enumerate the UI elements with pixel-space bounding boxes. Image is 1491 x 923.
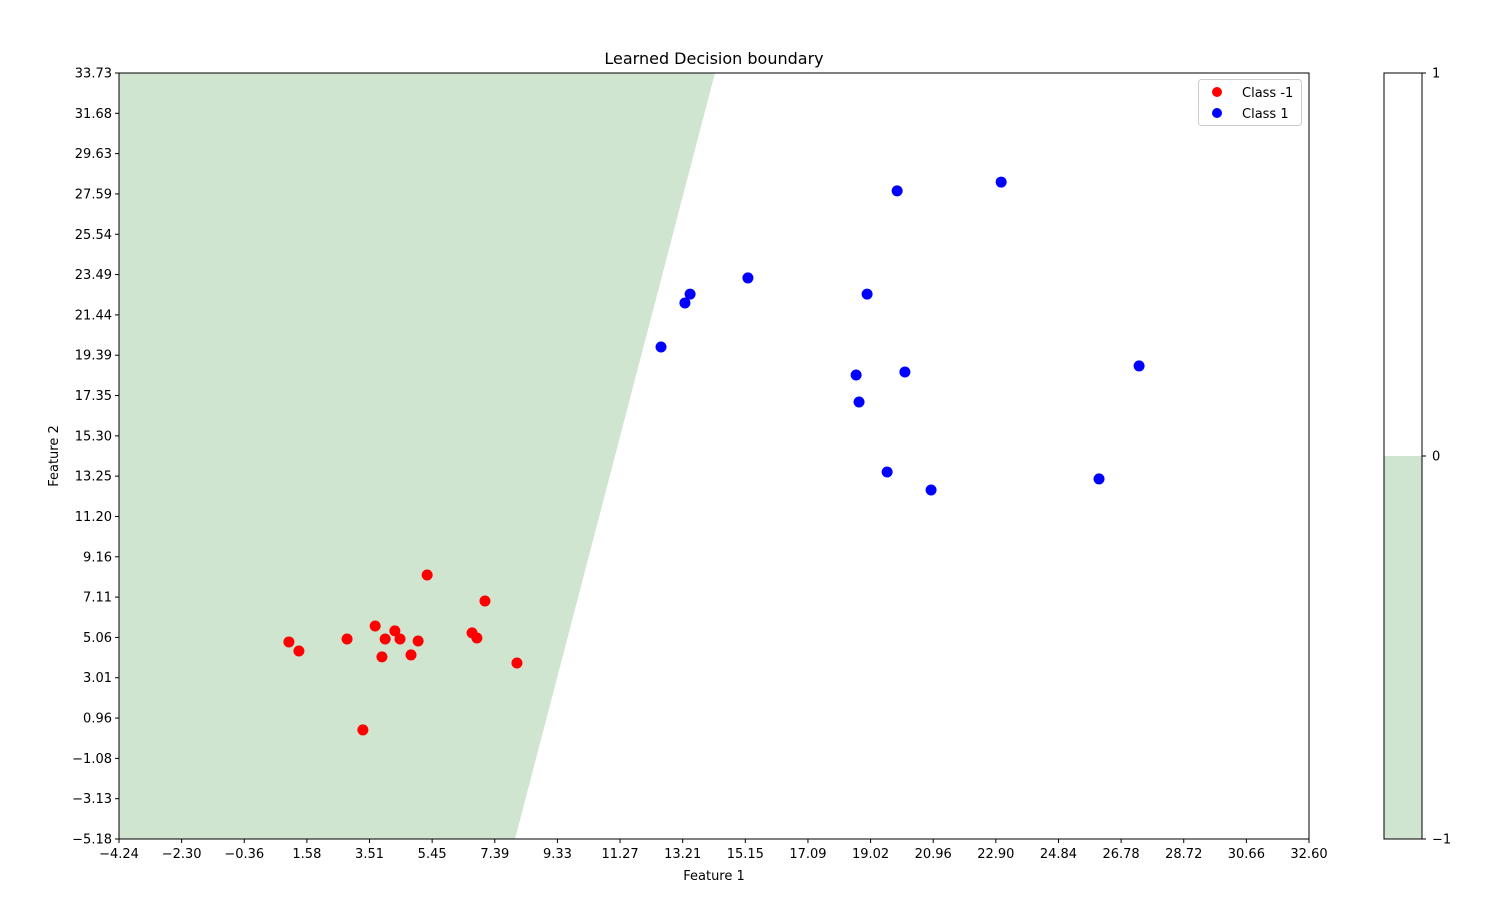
y-tick-label: −1.08 [72,752,112,767]
plot-area: −4.24 −2.30 −0.36 1.58 3.51 5.45 7.39 9.33 11.27… [72,67,1327,863]
colorbar-upper [1384,73,1422,456]
x-tick-label: 3.51 [355,847,384,862]
class-minus-1-point [405,649,417,661]
class-minus-1-point [412,635,424,647]
legend: Class -1 Class 1 [1198,79,1302,126]
class-minus-1-point [511,657,523,669]
class-1-point [679,297,691,309]
colorbar-lower [1384,456,1422,839]
class-1-point [853,396,865,408]
class-minus-1-point [421,569,433,581]
class-1-point [850,369,862,381]
y-tick-label: 23.49 [75,268,112,283]
x-tick-label: 32.60 [1290,847,1327,862]
y-tick-label: 7.11 [83,591,112,606]
y-tick-label: 0.96 [83,712,112,727]
class-1-point [881,466,893,478]
y-tick-label: 9.16 [83,550,112,565]
class-minus-1-point [394,633,406,645]
class-minus-1-point [389,625,401,637]
y-tick-label: 3.01 [83,671,112,686]
class-minus-1-point [471,632,483,644]
x-tick-label: 24.84 [1040,847,1077,862]
y-tick-label: −3.13 [72,792,112,807]
legend-label: Class 1 [1242,107,1289,122]
class-minus-1-point [293,645,305,657]
colorbar: 1 0 −1 [1383,67,1451,848]
x-tick-label: 15.15 [727,847,764,862]
x-tick-label: 17.09 [789,847,826,862]
y-tick-label: 15.30 [75,429,112,444]
y-tick-label: 25.54 [75,228,112,243]
y-tick-label: 19.39 [75,349,112,364]
class-1-point [1093,473,1105,485]
x-tick-label: 20.96 [915,847,952,862]
y-tick-label: 27.59 [75,187,112,202]
class-1-point [1133,360,1145,372]
legend-marker [1212,87,1222,97]
x-tick-label: 28.72 [1165,847,1202,862]
x-tick-label: 30.66 [1228,847,1265,862]
x-tick-label: 1.58 [292,847,321,862]
chart-title: Learned Decision boundary [604,49,823,68]
class-minus-1-point [341,633,353,645]
region-class-minus-1 [119,73,715,839]
x-tick-label: 9.33 [543,847,572,862]
x-axis-label: Feature 1 [683,869,745,884]
x-tick-label: 26.78 [1102,847,1139,862]
y-tick-label: 11.20 [75,510,112,525]
class-minus-1-point [479,595,491,607]
class-1-point [684,288,696,300]
x-tick-label: 13.21 [664,847,701,862]
class-1-point [899,366,911,378]
y-tick-label: −5.18 [72,833,112,848]
plot-frame [118,72,1310,840]
class-minus-1-point [376,651,388,663]
x-tick-label: 11.27 [601,847,638,862]
class-1-point [995,176,1007,188]
colorbar-tick-label: 0 [1432,450,1440,465]
class-1-point [925,484,937,496]
y-tick-label: 29.63 [75,147,112,162]
class-1-point [742,272,754,284]
class-minus-1-point [283,636,295,648]
y-tick-label: 31.68 [75,107,112,122]
x-tick-label: −0.36 [224,847,264,862]
colorbar-tick-label: −1 [1432,833,1451,848]
x-tick-label: 22.90 [977,847,1014,862]
x-tick-label: 7.39 [480,847,509,862]
class-1-point [891,185,903,197]
class-minus-1-point [357,724,369,736]
class-minus-1-point [369,620,381,632]
class-1-point [655,341,667,353]
x-tick-label: 5.45 [418,847,447,862]
y-tick-label: 5.06 [83,631,112,646]
y-tick-label: 17.35 [75,389,112,404]
class-minus-1-point [379,633,391,645]
legend-box [1198,79,1302,126]
x-tick-label: −4.24 [99,847,139,862]
class-1-point [861,288,873,300]
y-tick-label: 21.44 [75,308,112,323]
x-tick-label: −2.30 [162,847,202,862]
y-tick-label: 13.25 [75,470,112,485]
legend-marker [1212,108,1222,118]
x-tick-label: 19.02 [852,847,889,862]
y-tick-label: 33.73 [75,67,112,82]
colorbar-tick-label: 1 [1432,67,1440,82]
legend-label: Class -1 [1242,86,1293,101]
y-axis-label: Feature 2 [47,425,62,487]
